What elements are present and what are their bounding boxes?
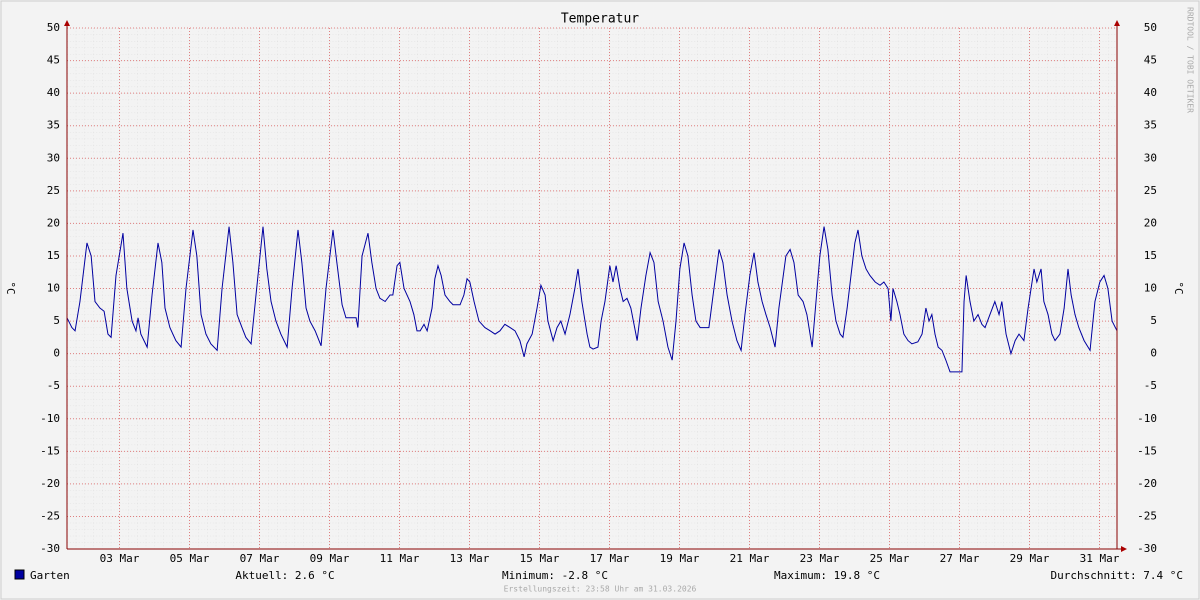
x-tick-label: 25 Mar — [870, 552, 910, 565]
data-line — [66, 226, 1118, 373]
y-tick-label: 0 — [53, 347, 60, 360]
y-tick-label-right: 15 — [1144, 249, 1157, 262]
y-tick-label: -20 — [40, 477, 60, 490]
x-tick-label: 07 Mar — [240, 552, 280, 565]
y-tick-label: 35 — [47, 119, 60, 132]
y-tick-label: -30 — [40, 542, 60, 555]
y-tick-label-right: 40 — [1144, 86, 1157, 99]
x-tick-label: 15 Mar — [520, 552, 560, 565]
y-tick-label: -10 — [40, 412, 60, 425]
x-tick-label: 29 Mar — [1010, 552, 1050, 565]
y-tick-label-right: -10 — [1137, 412, 1157, 425]
y-tick-label-right: -5 — [1144, 379, 1157, 392]
x-tick-label: 23 Mar — [800, 552, 840, 565]
legend-swatch — [14, 569, 25, 580]
y-axis-label-right: °C — [1172, 281, 1185, 294]
y-tick-label-right: -25 — [1137, 509, 1157, 522]
x-tick-label: 03 Mar — [100, 552, 140, 565]
x-tick-label: 09 Mar — [310, 552, 350, 565]
x-tick-label: 13 Mar — [450, 552, 490, 565]
y-tick-label: -25 — [40, 509, 60, 522]
y-tick-label-right: 35 — [1144, 119, 1157, 132]
y-axis-label: °C — [4, 281, 17, 294]
y-tick-label-right: 5 — [1150, 314, 1157, 327]
chart-title: Temperatur — [561, 12, 639, 27]
y-tick-label: 10 — [47, 282, 60, 295]
y-tick-label: -15 — [40, 444, 60, 457]
y-tick-label: 20 — [47, 216, 60, 229]
x-tick-label: 11 Mar — [380, 552, 420, 565]
y-tick-label: 40 — [47, 86, 60, 99]
x-tick-label: 21 Mar — [730, 552, 770, 565]
y-tick-label-right: 50 — [1144, 21, 1157, 34]
x-tick-label: 17 Mar — [590, 552, 630, 565]
x-tick-label: 27 Mar — [940, 552, 980, 565]
watermark: RRDTOOL / TOBI OETIKER — [1186, 7, 1195, 113]
y-tick-label-right: 25 — [1144, 184, 1157, 197]
x-tick-label: 05 Mar — [170, 552, 210, 565]
y-tick-label-right: 30 — [1144, 151, 1157, 164]
legend-label: Garten — [30, 569, 70, 582]
y-tick-label-right: -20 — [1137, 477, 1157, 490]
plot — [66, 27, 1118, 550]
y-tick-label-right: 20 — [1144, 216, 1157, 229]
y-tick-label-right: -30 — [1137, 542, 1157, 555]
stat-average: Durchschnitt: 7.4 °C — [1051, 569, 1183, 582]
y-tick-label-right: 0 — [1150, 347, 1157, 360]
y-tick-label: 15 — [47, 249, 60, 262]
stat-min: Minimum: -2.8 °C — [502, 569, 608, 582]
y-tick-label: -5 — [47, 379, 60, 392]
y-tick-label-right: -15 — [1137, 444, 1157, 457]
stat-max: Maximum: 19.8 °C — [774, 569, 880, 582]
y-tick-label: 45 — [47, 54, 60, 67]
y-tick-label-right: 10 — [1144, 282, 1157, 295]
y-tick-label: 30 — [47, 151, 60, 164]
stat-current: Aktuell: 2.6 °C — [235, 569, 334, 582]
x-tick-label: 19 Mar — [660, 552, 700, 565]
y-tick-label: 5 — [53, 314, 60, 327]
footer: Erstellungszeit: 23:58 Uhr am 31.03.2026 — [504, 585, 697, 594]
y-tick-label-right: 45 — [1144, 54, 1157, 67]
y-tick-label: 25 — [47, 184, 60, 197]
y-tick-label: 50 — [47, 21, 60, 34]
x-tick-label: 31 Mar — [1080, 552, 1120, 565]
